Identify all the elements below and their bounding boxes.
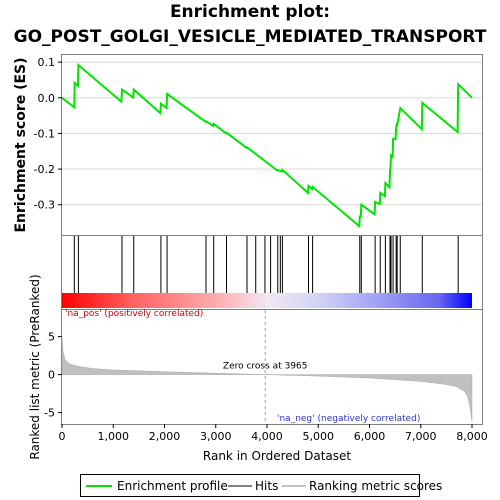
x-tick-label: 4,000	[251, 430, 283, 443]
x-tick-label: 0	[59, 430, 66, 443]
rank-heatmap-bar	[62, 293, 472, 308]
x-tick-label: 2,000	[149, 430, 181, 443]
chart-title-line1: Enrichment plot:	[169, 2, 331, 22]
x-tick-label: 6,000	[354, 430, 386, 443]
metric-y-ticks: 5 0 -5	[44, 331, 62, 420]
x-tick-label: 7,000	[405, 430, 437, 443]
x-tick-label: 3,000	[200, 430, 232, 443]
ranking-metric-area	[61, 336, 473, 422]
x-axis-ticks: 0 1,000 2,000 3,000 4,000 5,000 6,000 7,000 8,00…	[59, 424, 488, 443]
x-tick-label: 8,000	[456, 430, 488, 443]
legend-enrichment-label: Enrichment profile	[117, 479, 228, 493]
metric-panel-frame	[61, 309, 483, 425]
es-panel-frame	[61, 54, 483, 236]
es-y-tick-label: -0.1	[34, 127, 55, 140]
chart-title-line2: GO_POST_GOLGI_VESICLE_MEDIATED_TRANSPORT	[13, 27, 487, 47]
legend-metric-label: Ranking metric scores	[309, 479, 442, 493]
hit-marks	[73, 236, 459, 293]
negative-correlation-label: 'na_neg' (negatively correlated)	[277, 414, 420, 424]
zero-cross-label: Zero cross at 3965	[223, 362, 308, 372]
es-y-tick-label: -0.2	[34, 163, 55, 176]
es-y-ticks: 0.1 0.0 -0.1 -0.2 -0.3	[34, 56, 62, 212]
metric-y-tick-label: -5	[44, 407, 55, 420]
enrichment-profile-line	[61, 62, 473, 229]
metric-y-tick-label: 5	[48, 331, 55, 344]
legend: Enrichment profile Hits Ranking metric s…	[80, 474, 442, 497]
x-tick-label: 5,000	[303, 430, 335, 443]
es-y-tick-label: 0.0	[38, 92, 56, 105]
x-tick-label: 1,000	[98, 430, 130, 443]
es-y-axis-label: Enrichment score (ES)	[13, 57, 29, 232]
positive-correlation-label: 'na_pos' (positively correlated)	[65, 309, 203, 319]
metric-y-axis-label: Ranked list metric (PreRanked)	[28, 274, 42, 459]
metric-y-tick-label: 0	[48, 369, 55, 382]
x-axis-label: Rank in Ordered Dataset	[203, 449, 351, 463]
legend-hits-label: Hits	[255, 479, 278, 493]
es-y-tick-label: -0.3	[34, 199, 55, 212]
es-y-tick-label: 0.1	[38, 56, 56, 69]
